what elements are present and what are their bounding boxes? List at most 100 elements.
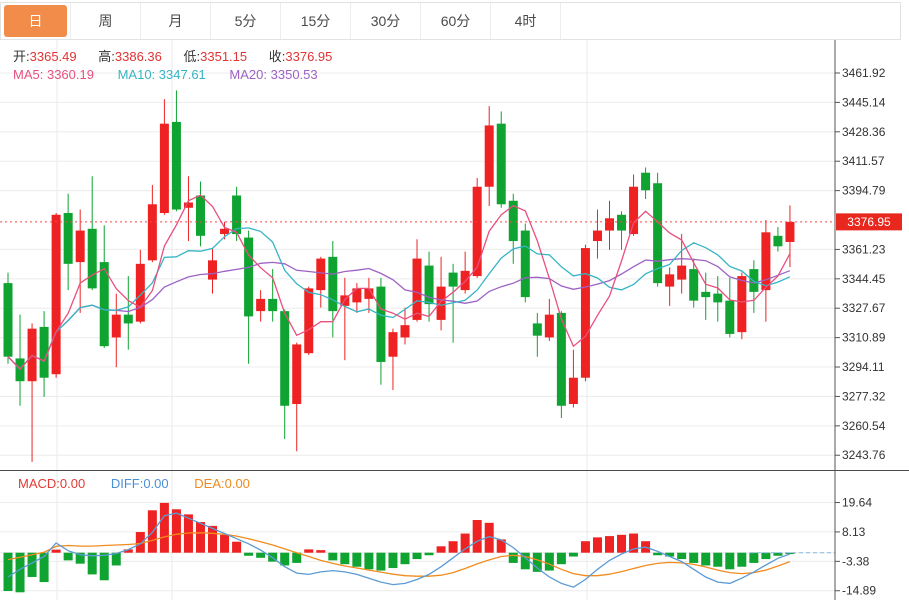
tab-5min[interactable]: 5分 (211, 3, 281, 39)
tab-month[interactable]: 月 (141, 3, 211, 39)
open-value: 3365.49 (29, 49, 77, 64)
candle-body (171, 121, 181, 210)
macd-bar (785, 552, 795, 555)
candle-body (39, 326, 49, 378)
ma5-value: 3360.19 (46, 67, 94, 82)
candle-body (677, 265, 687, 280)
price-axis-label: 3327.67 (842, 301, 886, 315)
candle-body (388, 332, 398, 357)
tab-month-label: 月 (168, 13, 183, 29)
macd-bar (376, 552, 386, 571)
ma20-label: MA20: (229, 67, 267, 82)
tab-60min[interactable]: 60分 (421, 3, 491, 39)
macd-bar (496, 539, 506, 553)
candle-body (785, 221, 795, 242)
dea-value: 0.00 (224, 476, 250, 491)
macd-bar (701, 552, 711, 566)
macd-pane[interactable]: 19.64 8.13 -3.38 -14.89 MACD:0.00 DIFF:0.00… (0, 470, 909, 600)
price-axis-label: 3445.14 (842, 95, 886, 109)
macd-bar (556, 552, 566, 565)
open-label: 开: (13, 49, 30, 64)
candle-body (544, 314, 554, 338)
price-axis-label: 3277.32 (842, 389, 886, 403)
macd-bar (328, 552, 338, 561)
candle-body (220, 228, 230, 235)
macd-axis-label: 19.64 (842, 496, 872, 510)
macd-bar (665, 552, 675, 557)
ma5-readout: MA5: 3360.19 (13, 67, 94, 82)
low-readout: 低:3351.15 (184, 49, 248, 64)
macd-bar (220, 534, 230, 553)
macd-bar (568, 552, 578, 557)
diff-value: 0.00 (143, 476, 169, 491)
candle-body (111, 314, 121, 338)
candle-body (689, 269, 699, 301)
macd-bar (448, 541, 458, 553)
macd-bar (316, 550, 326, 553)
candle-body (159, 123, 169, 214)
candle-body (99, 262, 109, 347)
candle-body (424, 265, 434, 305)
macd-bar (244, 552, 254, 556)
price-axis-label: 3411.57 (842, 154, 885, 168)
macd-bar (773, 552, 783, 556)
candle-body (147, 204, 157, 261)
price-axis-label: 3394.79 (842, 184, 886, 198)
price-axis-label: 3294.11 (842, 360, 885, 374)
candle-body (208, 260, 218, 280)
candle-body (135, 263, 145, 322)
tab-day-label: 日 (4, 5, 67, 37)
candle-body (496, 123, 506, 205)
macd-chart[interactable]: 19.64 8.13 -3.38 -14.89 (0, 470, 909, 600)
macd-bar (27, 552, 37, 577)
close-label: 收: (268, 49, 286, 64)
price-chart-pane[interactable]: 3461.92 3445.14 3428.36 3411.57 3394.79 3361.… (0, 40, 909, 470)
price-axis-label: 3260.54 (842, 419, 886, 433)
candle-body (713, 293, 723, 303)
tab-30min[interactable]: 30分 (351, 3, 421, 39)
macd-bar (159, 502, 169, 553)
diff-value-readout: DIFF:0.00 (111, 476, 169, 491)
tab-4hour[interactable]: 4时 (491, 3, 561, 39)
tab-5min-label: 5分 (234, 13, 257, 29)
macd-bar (737, 552, 747, 567)
candle-body (761, 232, 771, 291)
candle-body (532, 323, 542, 336)
high-value: 3386.36 (114, 49, 162, 64)
ma5-line (7, 194, 791, 370)
tab-day[interactable]: 日 (1, 3, 71, 39)
tab-week[interactable]: 周 (71, 3, 141, 39)
price-axis-label: 3310.89 (842, 331, 886, 345)
current-price-tag-value: 3376.95 (847, 215, 891, 229)
candle-body (304, 288, 314, 354)
macd-bar (653, 552, 663, 556)
candle-body (195, 195, 205, 236)
candle-body (436, 286, 446, 320)
macd-bar (544, 552, 554, 571)
macd-bar (508, 552, 518, 563)
close-value: 3376.95 (285, 49, 333, 64)
diff-line (7, 512, 791, 588)
candle-body (316, 258, 326, 291)
candle-body (773, 235, 783, 247)
macd-bar (3, 552, 13, 592)
price-axis-label: 3361.23 (842, 242, 886, 256)
candle-body (364, 288, 374, 299)
candlestick-chart[interactable]: 3461.92 3445.14 3428.36 3411.57 3394.79 3361.… (0, 40, 909, 470)
macd-bar (99, 552, 109, 581)
price-axis-label: 3461.92 (842, 66, 886, 80)
candle-body (244, 237, 254, 317)
macd-bar (208, 525, 218, 553)
macd-bar (87, 552, 97, 575)
candle-body (75, 230, 85, 263)
macd-bar (340, 552, 350, 565)
macd-bar (195, 522, 205, 553)
macd-bar (400, 552, 410, 565)
macd-bar (123, 549, 133, 553)
macd-bar (292, 552, 302, 563)
macd-bar (412, 552, 422, 560)
tab-week-label: 周 (98, 13, 113, 29)
tab-15min[interactable]: 15分 (281, 3, 351, 39)
candle-body (749, 269, 759, 292)
